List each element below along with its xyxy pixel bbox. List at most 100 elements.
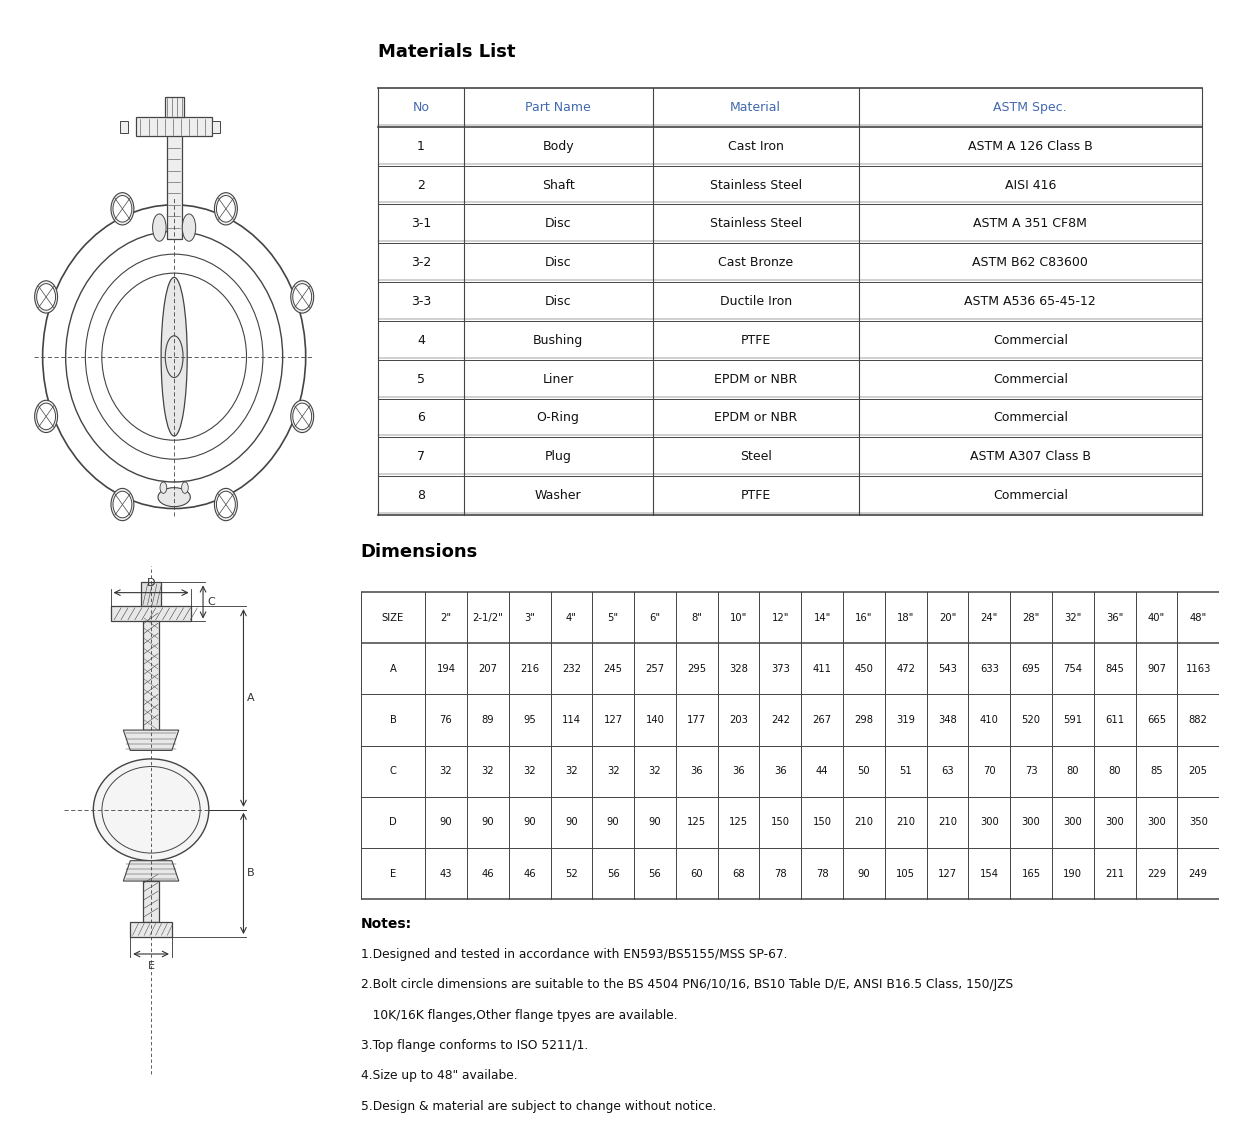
Text: 373: 373	[771, 664, 790, 674]
Text: Part Name: Part Name	[525, 101, 591, 114]
Text: 32: 32	[439, 766, 453, 776]
Text: Dimensions: Dimensions	[361, 543, 478, 561]
Text: 3": 3"	[524, 613, 535, 623]
Text: 5: 5	[417, 372, 425, 386]
Text: 177: 177	[687, 715, 707, 725]
Text: PTFE: PTFE	[740, 489, 771, 502]
Text: 36: 36	[690, 766, 703, 776]
Polygon shape	[123, 731, 179, 751]
Text: 4": 4"	[566, 613, 577, 623]
Text: EPDM or NBR: EPDM or NBR	[714, 372, 797, 386]
Text: 267: 267	[812, 715, 832, 725]
Text: Plug: Plug	[545, 450, 572, 464]
Text: Washer: Washer	[535, 489, 581, 502]
Text: O-Ring: O-Ring	[536, 412, 580, 424]
Text: 32: 32	[648, 766, 662, 776]
Text: 229: 229	[1147, 869, 1166, 879]
Circle shape	[292, 284, 312, 310]
Text: Shaft: Shaft	[542, 179, 575, 191]
Circle shape	[36, 284, 56, 310]
Text: 80: 80	[1108, 766, 1121, 776]
Text: 140: 140	[646, 715, 664, 725]
Ellipse shape	[93, 759, 209, 861]
Text: 1163: 1163	[1186, 664, 1210, 674]
Text: Disc: Disc	[545, 217, 571, 231]
Text: Commercial: Commercial	[993, 489, 1067, 502]
Text: 350: 350	[1189, 818, 1208, 828]
Text: 78: 78	[774, 869, 786, 879]
Text: 194: 194	[437, 664, 455, 674]
Text: 36: 36	[733, 766, 745, 776]
Ellipse shape	[35, 400, 57, 432]
Ellipse shape	[158, 487, 190, 507]
Ellipse shape	[182, 214, 195, 241]
Text: 348: 348	[938, 715, 957, 725]
Text: 28": 28"	[1023, 613, 1040, 623]
Text: Cast Bronze: Cast Bronze	[718, 256, 794, 269]
Text: A: A	[389, 664, 397, 674]
Text: 190: 190	[1064, 869, 1082, 879]
Text: 70: 70	[983, 766, 995, 776]
Text: D: D	[147, 578, 156, 588]
Text: 207: 207	[479, 664, 498, 674]
Bar	[143, 622, 159, 731]
Text: 633: 633	[980, 664, 999, 674]
Bar	[111, 606, 192, 622]
Text: 1.Designed and tested in accordance with EN593/BS5155/MSS SP-67.: 1.Designed and tested in accordance with…	[361, 948, 787, 961]
Text: 90: 90	[565, 818, 577, 828]
Text: PTFE: PTFE	[740, 334, 771, 347]
Text: 300: 300	[1105, 818, 1125, 828]
Text: 18": 18"	[897, 613, 914, 623]
Ellipse shape	[182, 482, 188, 493]
Text: 125: 125	[687, 818, 707, 828]
Text: 90: 90	[524, 818, 536, 828]
Text: 56: 56	[648, 869, 662, 879]
Text: E: E	[389, 869, 396, 879]
Text: D: D	[389, 818, 397, 828]
Circle shape	[216, 491, 235, 518]
Text: Commercial: Commercial	[993, 372, 1067, 386]
Text: 210: 210	[855, 818, 873, 828]
Bar	[164, 96, 184, 118]
Text: 105: 105	[896, 869, 916, 879]
Text: 50: 50	[857, 766, 871, 776]
Text: 44: 44	[816, 766, 829, 776]
Ellipse shape	[291, 280, 313, 313]
Bar	[141, 582, 162, 606]
Text: C: C	[389, 766, 397, 776]
Text: 203: 203	[729, 715, 748, 725]
Text: No: No	[412, 101, 429, 114]
Ellipse shape	[35, 280, 57, 313]
Text: 249: 249	[1189, 869, 1208, 879]
Text: 257: 257	[646, 664, 664, 674]
Text: 907: 907	[1147, 664, 1166, 674]
Text: 210: 210	[938, 818, 957, 828]
Text: ASTM A 351 CF8M: ASTM A 351 CF8M	[973, 217, 1087, 231]
Text: 40": 40"	[1148, 613, 1166, 623]
Text: 328: 328	[729, 664, 748, 674]
Text: 95: 95	[524, 715, 536, 725]
Text: 16": 16"	[855, 613, 873, 623]
Text: 51: 51	[899, 766, 912, 776]
Text: 5": 5"	[607, 613, 618, 623]
Text: Body: Body	[542, 140, 573, 153]
Text: 3-2: 3-2	[411, 256, 430, 269]
Text: 2": 2"	[440, 613, 452, 623]
Circle shape	[113, 196, 132, 222]
Text: Materials List: Materials List	[378, 43, 515, 61]
Text: Steel: Steel	[740, 450, 771, 464]
Text: 43: 43	[440, 869, 453, 879]
Text: 882: 882	[1189, 715, 1208, 725]
Text: SIZE: SIZE	[382, 613, 404, 623]
Text: 125: 125	[729, 818, 748, 828]
Ellipse shape	[291, 400, 313, 432]
Text: 300: 300	[980, 818, 999, 828]
Text: 205: 205	[1189, 766, 1208, 776]
Text: 63: 63	[942, 766, 954, 776]
Polygon shape	[123, 861, 179, 881]
Text: 90: 90	[857, 869, 871, 879]
Circle shape	[36, 403, 56, 430]
Text: 2.Bolt circle dimensions are suitable to the BS 4504 PN6/10/16, BS10 Table D/E, : 2.Bolt circle dimensions are suitable to…	[361, 978, 1013, 992]
Text: 90: 90	[481, 818, 494, 828]
Text: 3-1: 3-1	[411, 217, 430, 231]
